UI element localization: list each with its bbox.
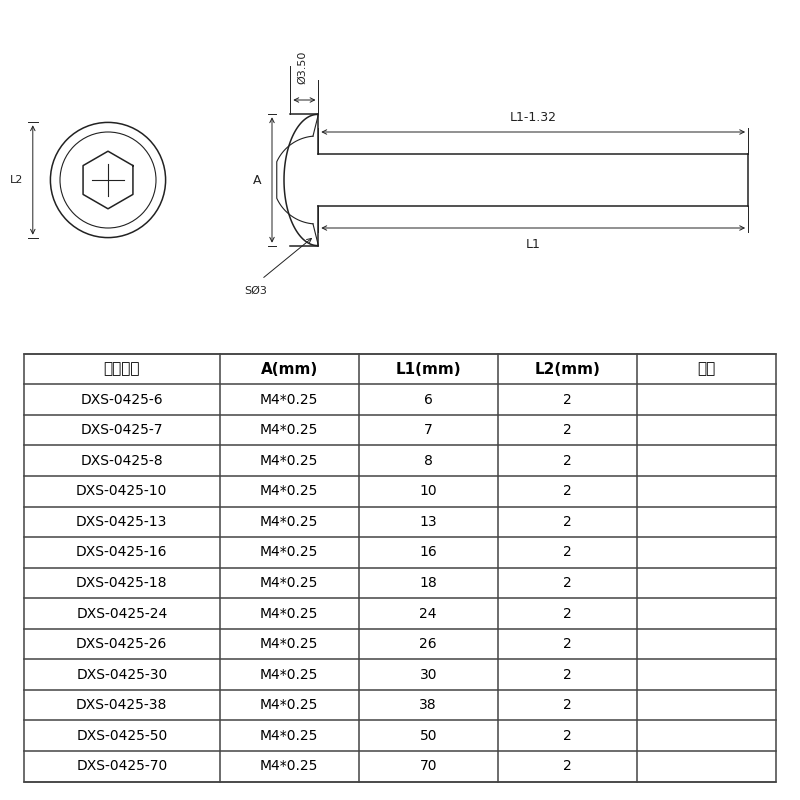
Text: 30: 30 (419, 668, 437, 682)
Text: M4*0.25: M4*0.25 (260, 668, 318, 682)
Text: DXS-0425-10: DXS-0425-10 (76, 484, 167, 498)
Text: M4*0.25: M4*0.25 (260, 484, 318, 498)
Text: 2: 2 (563, 698, 572, 712)
Text: 2: 2 (563, 637, 572, 651)
Text: 18: 18 (419, 576, 437, 590)
Text: M4*0.25: M4*0.25 (260, 729, 318, 742)
Text: 2: 2 (563, 546, 572, 559)
Text: 10: 10 (419, 484, 437, 498)
Text: 70: 70 (419, 759, 437, 774)
Text: L1(mm): L1(mm) (395, 362, 461, 377)
Text: DXS-0425-13: DXS-0425-13 (76, 515, 167, 529)
Text: M4*0.25: M4*0.25 (260, 698, 318, 712)
Text: 26: 26 (419, 637, 437, 651)
Text: 2: 2 (563, 576, 572, 590)
Text: 13: 13 (419, 515, 437, 529)
Text: 2: 2 (563, 515, 572, 529)
Text: 38: 38 (419, 698, 437, 712)
Text: DXS-0425-30: DXS-0425-30 (76, 668, 167, 682)
Text: L1: L1 (526, 238, 541, 250)
Text: M4*0.25: M4*0.25 (260, 759, 318, 774)
Text: 规格型号: 规格型号 (103, 362, 140, 377)
Text: 6: 6 (424, 393, 433, 406)
Text: DXS-0425-8: DXS-0425-8 (81, 454, 163, 468)
Text: 7: 7 (424, 423, 433, 437)
Text: 16: 16 (419, 546, 437, 559)
Text: 2: 2 (563, 729, 572, 742)
Text: DXS-0425-7: DXS-0425-7 (81, 423, 163, 437)
Text: A(mm): A(mm) (261, 362, 318, 377)
Text: Ø3.50: Ø3.50 (297, 50, 307, 84)
Text: 备注: 备注 (698, 362, 715, 377)
Text: DXS-0425-70: DXS-0425-70 (76, 759, 167, 774)
Text: M4*0.25: M4*0.25 (260, 546, 318, 559)
Text: DXS-0425-24: DXS-0425-24 (76, 606, 167, 621)
Text: 8: 8 (424, 454, 433, 468)
Text: 2: 2 (563, 484, 572, 498)
Text: M4*0.25: M4*0.25 (260, 606, 318, 621)
Text: 2: 2 (563, 454, 572, 468)
Text: SØ3: SØ3 (244, 286, 267, 296)
Text: 2: 2 (563, 606, 572, 621)
Text: M4*0.25: M4*0.25 (260, 393, 318, 406)
Text: M4*0.25: M4*0.25 (260, 454, 318, 468)
Text: DXS-0425-6: DXS-0425-6 (81, 393, 163, 406)
Text: 2: 2 (563, 668, 572, 682)
Text: 2: 2 (563, 759, 572, 774)
Text: M4*0.25: M4*0.25 (260, 637, 318, 651)
Text: L2: L2 (10, 175, 23, 185)
Text: 50: 50 (419, 729, 437, 742)
Text: M4*0.25: M4*0.25 (260, 515, 318, 529)
Text: L2(mm): L2(mm) (534, 362, 600, 377)
Text: M4*0.25: M4*0.25 (260, 423, 318, 437)
Text: M4*0.25: M4*0.25 (260, 576, 318, 590)
Text: DXS-0425-18: DXS-0425-18 (76, 576, 167, 590)
Text: A: A (254, 174, 262, 186)
Text: 24: 24 (419, 606, 437, 621)
Text: DXS-0425-26: DXS-0425-26 (76, 637, 167, 651)
Text: DXS-0425-50: DXS-0425-50 (76, 729, 167, 742)
Text: 2: 2 (563, 423, 572, 437)
Text: L1-1.32: L1-1.32 (510, 111, 557, 124)
Text: 2: 2 (563, 393, 572, 406)
Text: DXS-0425-38: DXS-0425-38 (76, 698, 167, 712)
Text: DXS-0425-16: DXS-0425-16 (76, 546, 167, 559)
